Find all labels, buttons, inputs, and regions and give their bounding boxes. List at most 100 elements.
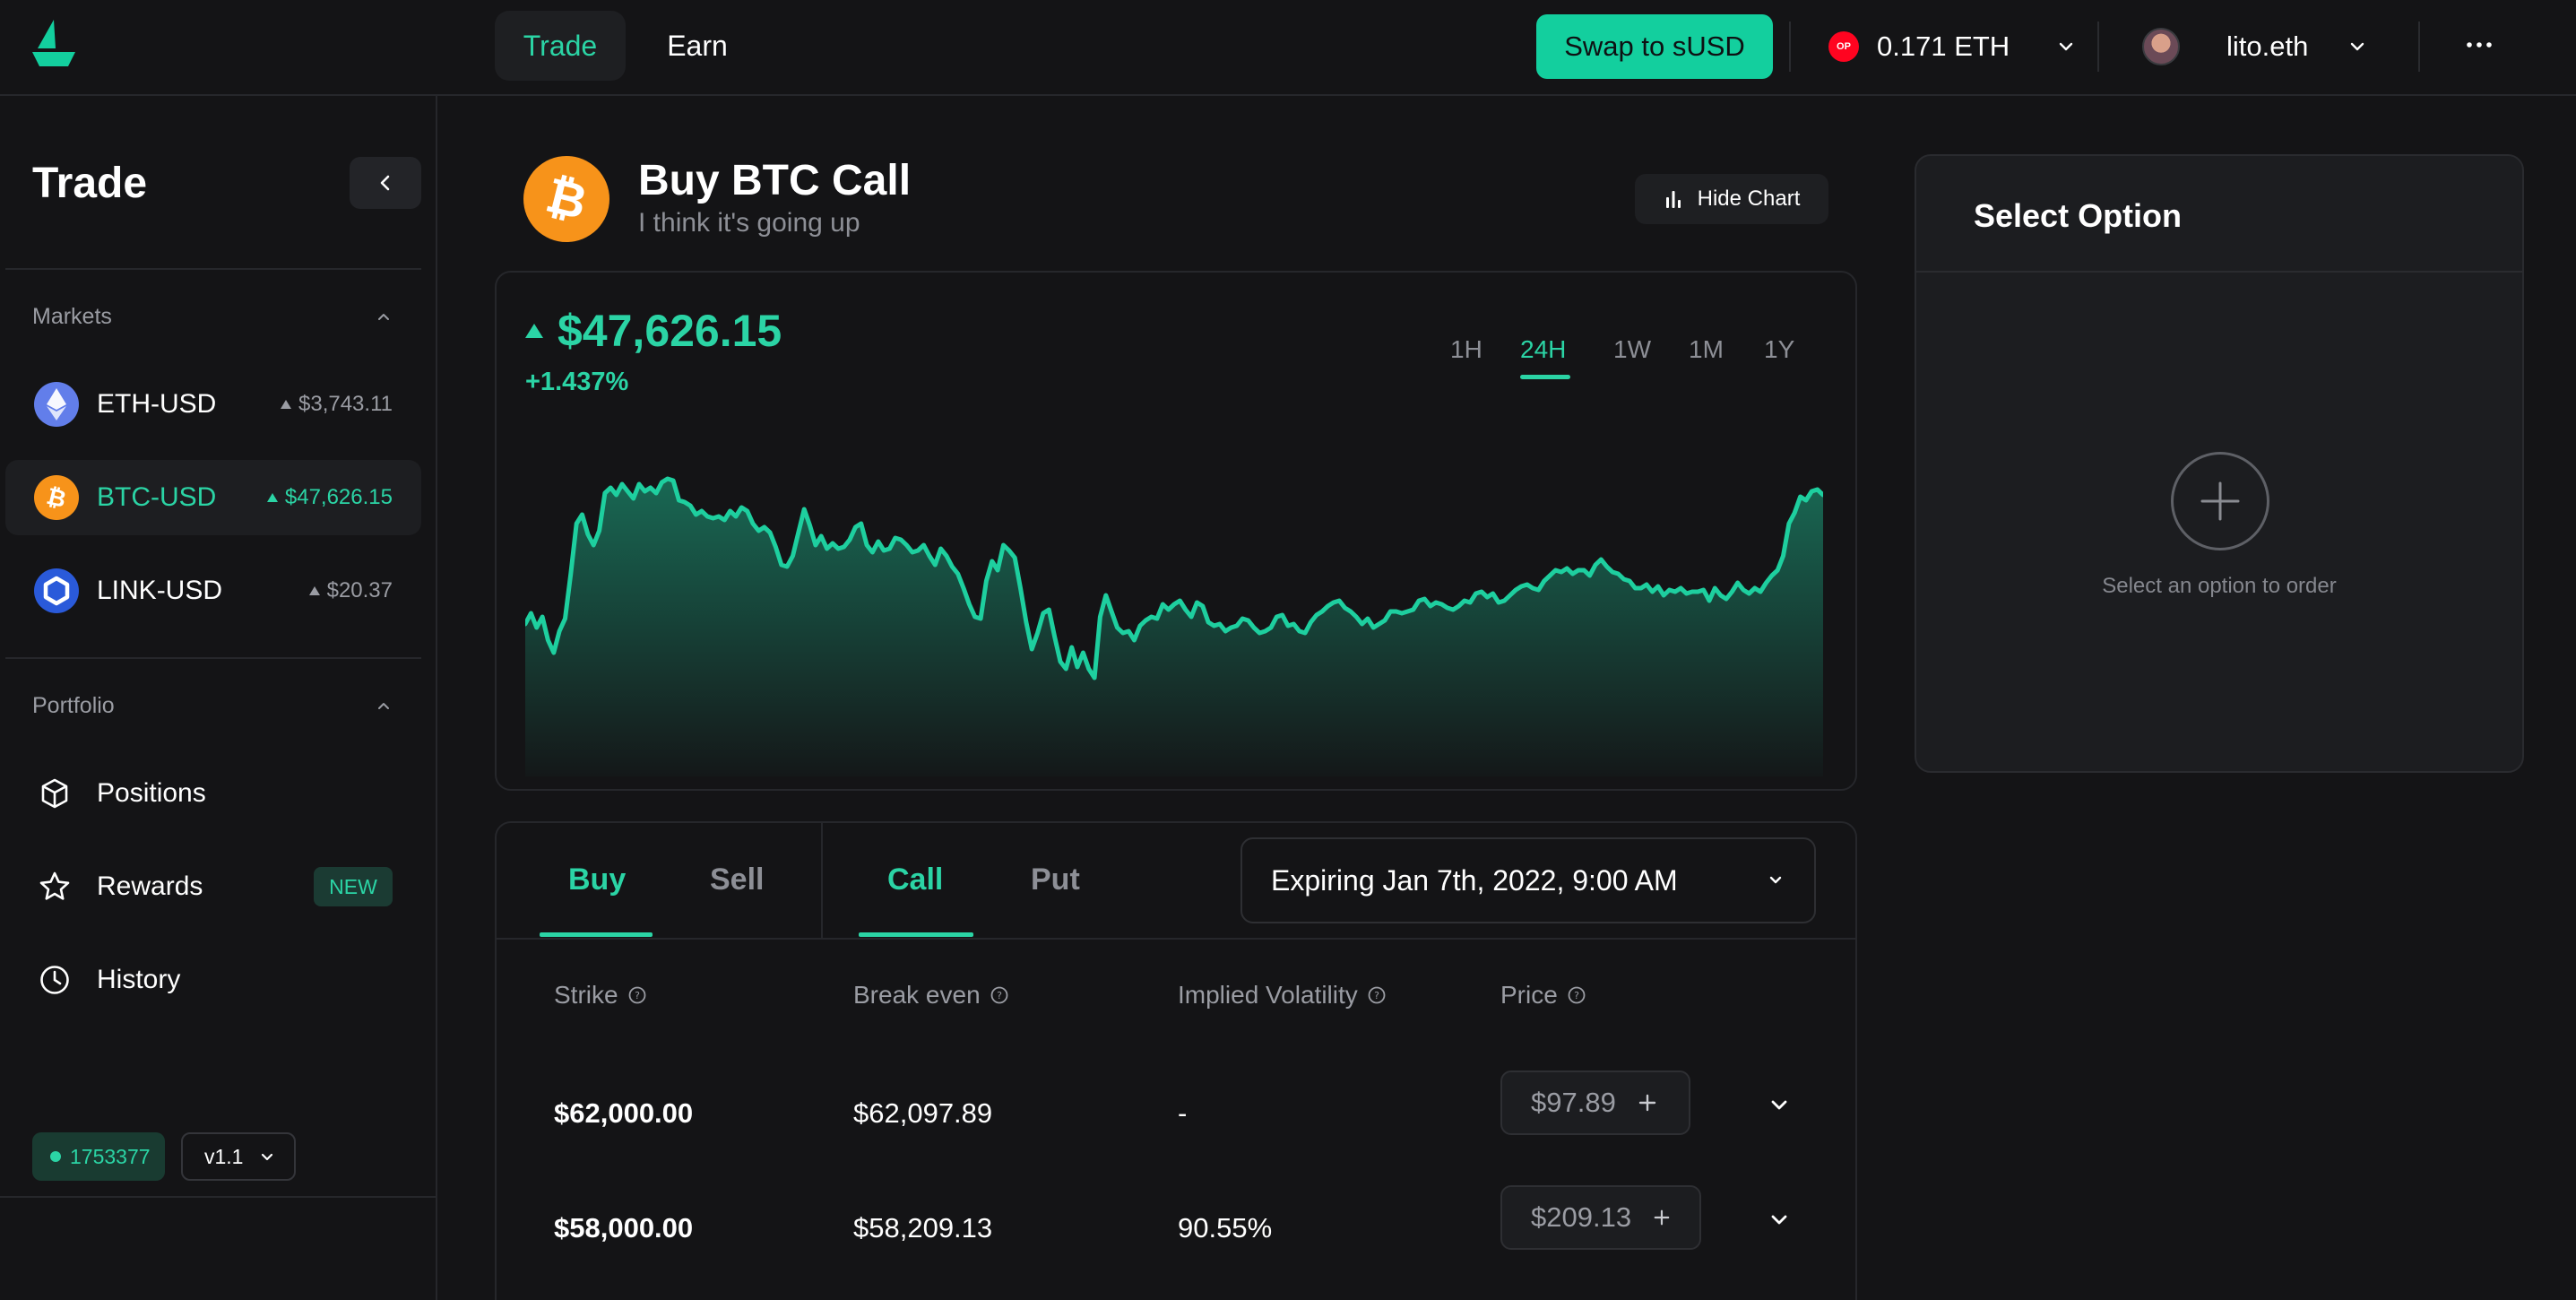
market-name: LINK-USD — [97, 576, 223, 605]
sidebar-item-label: History — [97, 965, 181, 994]
range-tab-1y[interactable]: 1Y — [1764, 335, 1795, 363]
sidebar-item-positions[interactable]: Positions — [5, 756, 421, 831]
select-option-title: Select Option — [1974, 197, 2183, 234]
svg-text:?: ? — [997, 990, 1002, 1001]
chart-area-fill — [525, 479, 1823, 776]
avatar — [2142, 28, 2180, 65]
divider — [1789, 22, 1791, 72]
app-logo-icon[interactable] — [27, 16, 81, 70]
column-header-label: Price — [1500, 981, 1558, 1009]
wallet-balance-button[interactable]: OP 0.171 ETH — [1828, 22, 2076, 72]
active-tab-indicator — [540, 932, 653, 937]
option-price-value: $209.13 — [1531, 1201, 1632, 1233]
add-option-button[interactable]: $97.89 — [1500, 1070, 1690, 1135]
star-icon — [39, 871, 70, 900]
price-area-chart — [525, 476, 1823, 776]
page-subtitle: I think it's going up — [638, 208, 860, 238]
market-item-link-usd[interactable]: LINK-USD $20.37 — [5, 553, 421, 628]
tab-sell[interactable]: Sell — [710, 862, 765, 897]
markets-section-label: Markets — [32, 304, 112, 329]
help-icon[interactable]: ? — [627, 985, 647, 1005]
collapse-sidebar-button[interactable] — [350, 157, 421, 209]
expiry-label: Expiring Jan 7th, 2022, 9:00 AM — [1271, 863, 1678, 897]
range-tab-1m[interactable]: 1M — [1689, 335, 1724, 363]
expiry-select[interactable]: Expiring Jan 7th, 2022, 9:00 AM — [1240, 837, 1816, 923]
current-price: $47,626.15 — [525, 305, 782, 357]
divider — [2097, 22, 2099, 72]
range-tab-1w[interactable]: 1W — [1613, 335, 1651, 363]
account-button[interactable]: lito.eth — [2142, 22, 2367, 72]
market-name: ETH-USD — [97, 389, 217, 419]
divider — [0, 1196, 436, 1198]
market-item-btc-usd[interactable]: ₿ BTC-USD $47,626.15 — [5, 460, 421, 535]
more-horizontal-icon — [2467, 42, 2492, 48]
price-chart-card: $47,626.15 +1.437% 1H 24H 1W 1M 1Y — [495, 271, 1857, 791]
chevron-down-icon[interactable] — [1766, 1207, 1793, 1234]
bar-chart-icon — [1665, 191, 1681, 208]
column-header-label: Strike — [554, 981, 618, 1009]
market-name: BTC-USD — [97, 482, 217, 512]
help-icon[interactable]: ? — [1367, 985, 1387, 1005]
nav-tab-earn[interactable]: Earn — [667, 29, 728, 62]
swap-to-susd-button[interactable]: Swap to sUSD — [1536, 14, 1773, 79]
range-tab-1h[interactable]: 1H — [1450, 335, 1482, 363]
time-range-tabs: 1H 24H 1W 1M 1Y — [1353, 335, 1855, 389]
break-even-value: $62,097.89 — [853, 1097, 993, 1129]
column-header-label: Break even — [853, 981, 981, 1009]
options-order-card: Buy Sell Call Put Expiring Jan 7th, 2022… — [495, 821, 1857, 1300]
column-header-label: Implied Volatility — [1178, 981, 1358, 1009]
hide-chart-button[interactable]: Hide Chart — [1635, 174, 1828, 224]
more-menu-button[interactable] — [2461, 27, 2497, 63]
nav-tab-trade[interactable]: Trade — [495, 11, 626, 81]
svg-text:?: ? — [1574, 990, 1579, 1001]
help-icon[interactable]: ? — [1567, 985, 1586, 1005]
clock-icon — [40, 966, 69, 994]
market-price: $20.37 — [308, 578, 393, 603]
version-select[interactable]: v1.1 — [181, 1132, 296, 1181]
range-tab-24h[interactable]: 24H — [1520, 335, 1567, 363]
divider — [2418, 22, 2420, 72]
add-option-button[interactable]: $209.13 — [1500, 1185, 1701, 1250]
divider — [497, 938, 1855, 940]
sidebar-item-label: Positions — [97, 778, 206, 808]
top-bar: Trade Earn Swap to sUSD OP 0.171 ETH lit… — [0, 0, 2576, 96]
tab-buy[interactable]: Buy — [568, 862, 627, 897]
market-price: $47,626.15 — [266, 485, 393, 510]
tab-put[interactable]: Put — [1031, 862, 1080, 897]
active-range-indicator — [1520, 375, 1570, 379]
chevron-up-icon[interactable] — [375, 308, 393, 325]
sidebar-title: Trade — [32, 160, 148, 207]
table-row[interactable]: $62,000.00 $62,097.89 - $97.89 — [497, 1070, 1855, 1160]
chevron-down-icon[interactable] — [1766, 1092, 1793, 1119]
column-header-price: Price ? — [1500, 981, 1586, 1010]
strike-value: $62,000.00 — [554, 1097, 694, 1129]
up-arrow-icon — [308, 586, 320, 595]
sidebar: Trade Markets ETH-USD $3,743.11 ₿ BTC-US… — [0, 96, 437, 1300]
chevron-down-icon — [1769, 876, 1782, 884]
sidebar-item-history[interactable]: History — [5, 942, 421, 1018]
portfolio-section-label: Portfolio — [32, 693, 115, 718]
wallet-balance-label: 0.171 ETH — [1877, 30, 2010, 62]
column-header-implied-volatility: Implied Volatility ? — [1178, 981, 1387, 1010]
tab-call[interactable]: Call — [887, 862, 944, 897]
sidebar-item-rewards[interactable]: Rewards NEW — [5, 849, 421, 924]
table-row[interactable]: $58,000.00 $58,209.13 90.55% $209.13 — [497, 1185, 1855, 1275]
chevron-down-icon — [2060, 42, 2073, 51]
market-price-value: $47,626.15 — [284, 485, 393, 509]
chevron-up-icon[interactable] — [375, 697, 393, 715]
account-name-label: lito.eth — [2226, 30, 2309, 62]
help-icon[interactable]: ? — [990, 985, 1009, 1005]
up-arrow-icon — [266, 493, 278, 502]
new-badge: NEW — [314, 867, 393, 906]
divider — [5, 657, 421, 659]
eth-icon — [34, 382, 79, 427]
column-header-strike: Strike ? — [554, 981, 647, 1010]
version-label: v1.1 — [204, 1144, 244, 1168]
market-price: $3,743.11 — [281, 392, 393, 417]
add-option-button[interactable] — [2171, 452, 2269, 550]
svg-text:?: ? — [1374, 990, 1379, 1001]
btc-icon: ₿ — [34, 475, 79, 520]
plus-icon — [2200, 481, 2240, 521]
market-item-eth-usd[interactable]: ETH-USD $3,743.11 — [5, 367, 421, 442]
